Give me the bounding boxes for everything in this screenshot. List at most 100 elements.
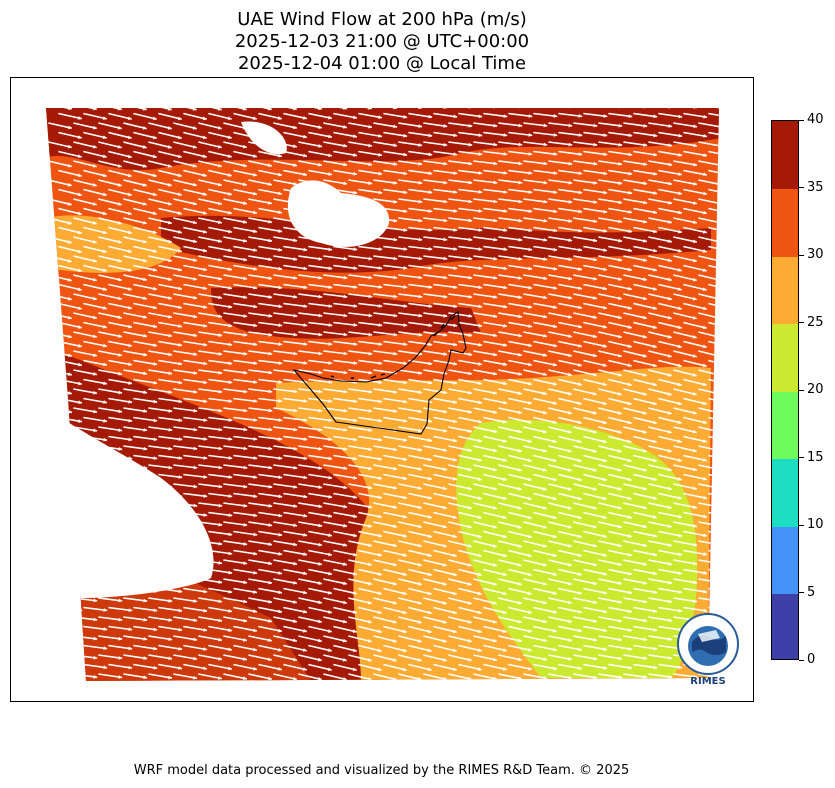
wind-arrow xyxy=(383,150,408,156)
wind-arrow xyxy=(673,369,697,377)
wind-arrow xyxy=(233,511,258,517)
wind-arrow xyxy=(373,616,397,624)
wind-arrow xyxy=(233,226,258,233)
wind-arrow xyxy=(633,340,657,348)
wind-map xyxy=(46,108,732,689)
wind-arrow-head xyxy=(567,391,572,396)
wind-arrow xyxy=(58,169,82,177)
chart-title: UAE Wind Flow at 200 hPa (m/s) xyxy=(237,9,527,30)
wind-arrow-head xyxy=(77,249,82,254)
wind-arrow xyxy=(423,407,448,413)
wind-arrow-head xyxy=(518,276,523,280)
wind-arrow xyxy=(483,511,507,519)
wind-arrow-head xyxy=(703,495,707,500)
wind-arrow-head xyxy=(652,363,657,368)
wind-arrow-head xyxy=(718,182,719,186)
wind-arrow xyxy=(483,340,508,347)
wind-arrow xyxy=(423,217,448,222)
wind-arrow xyxy=(348,502,373,509)
wind-arrow-head xyxy=(268,446,273,451)
wind-arrow xyxy=(673,521,698,528)
wind-arrow-head xyxy=(592,581,597,586)
wind-arrow-head xyxy=(252,154,257,158)
wind-arrow xyxy=(233,606,258,613)
wind-arrow-head xyxy=(403,514,407,519)
wind-arrow xyxy=(173,350,198,356)
wind-arrow-head xyxy=(153,305,157,310)
wind-arrow xyxy=(298,521,323,527)
colorbar-tick-label: 15 xyxy=(807,449,824,465)
wind-arrow xyxy=(273,483,298,489)
wind-arrow-head xyxy=(643,675,648,679)
wind-arrow xyxy=(208,131,232,139)
wind-arrow xyxy=(133,321,158,328)
wind-arrow xyxy=(633,492,657,500)
wind-arrow xyxy=(373,597,397,605)
wind-arrow-head xyxy=(117,296,122,301)
wind-arrow xyxy=(558,150,583,156)
wind-arrow xyxy=(358,511,383,518)
wind-arrow-head xyxy=(278,380,283,384)
wind-arrow xyxy=(248,635,273,642)
wind-arrow xyxy=(633,568,658,575)
wind-arrow xyxy=(583,112,608,118)
wind-arrow-head xyxy=(243,465,248,470)
wind-arrow-head xyxy=(493,123,498,128)
wind-arrow xyxy=(708,302,719,310)
wind-arrow-head xyxy=(628,685,632,689)
wind-arrow-head xyxy=(552,420,557,424)
wind-arrow xyxy=(358,606,382,614)
wind-arrow-head xyxy=(343,370,348,375)
wind-arrow-head xyxy=(543,180,548,185)
wind-arrow-head xyxy=(728,533,732,537)
wind-arrow-head xyxy=(167,239,172,244)
wind-arrow-head xyxy=(592,543,597,548)
wind-arrow xyxy=(108,131,132,139)
wind-arrow-head xyxy=(327,667,332,672)
wind-arrow xyxy=(98,673,123,679)
wind-arrow-head xyxy=(268,619,272,623)
wind-arrow-head xyxy=(578,114,583,118)
wind-arrow-head xyxy=(543,276,548,281)
wind-arrow xyxy=(333,587,357,595)
wind-arrow xyxy=(548,616,573,623)
wind-arrow xyxy=(648,654,673,660)
wind-arrow-head xyxy=(268,276,273,281)
wind-arrow xyxy=(398,597,422,605)
wind-arrow-head xyxy=(343,143,347,148)
wind-arrow-head xyxy=(668,561,672,566)
wind-arrow-head xyxy=(592,429,597,434)
wind-arrow-head xyxy=(218,220,222,225)
wind-arrow xyxy=(473,369,498,376)
wind-arrow-head xyxy=(428,323,433,328)
wind-arrow-head xyxy=(77,306,82,310)
wind-arrow-head xyxy=(243,276,248,281)
wind-arrow xyxy=(448,616,472,624)
wind-arrow-head xyxy=(393,524,397,529)
wind-arrow xyxy=(623,426,647,434)
wind-arrow xyxy=(48,635,73,640)
wind-arrow xyxy=(248,578,273,584)
wind-arrow-head xyxy=(702,344,707,349)
wind-arrow-head xyxy=(693,542,697,547)
wind-arrow-head xyxy=(553,152,558,156)
wind-arrow xyxy=(423,521,447,529)
wind-arrow-head xyxy=(218,618,223,623)
wind-arrow xyxy=(423,160,448,165)
wind-arrow xyxy=(233,321,258,327)
wind-arrow-head xyxy=(303,571,307,576)
wind-arrow-head xyxy=(453,190,458,194)
wind-arrow xyxy=(673,673,698,678)
wind-arrow-head xyxy=(478,228,483,232)
wind-arrow-head xyxy=(603,171,608,176)
wind-arrow-head xyxy=(118,428,123,432)
wind-arrow-head xyxy=(243,370,248,375)
wind-arrow xyxy=(433,226,458,232)
wind-arrow-head xyxy=(127,268,132,272)
wind-arrow-head xyxy=(153,399,158,404)
wind-arrow xyxy=(183,359,208,365)
wind-arrow-head xyxy=(203,513,208,517)
wind-arrow-head xyxy=(643,219,647,224)
wind-arrow xyxy=(358,245,383,251)
wind-arrow xyxy=(573,141,598,146)
